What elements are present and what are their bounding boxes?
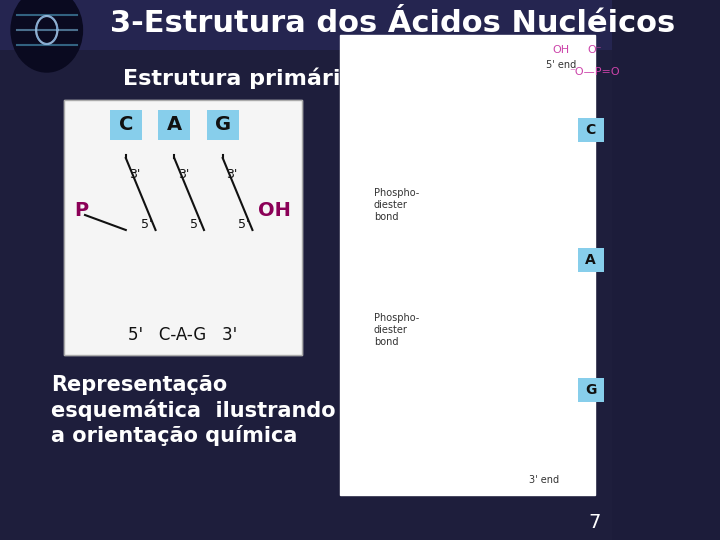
Text: 5': 5' — [189, 219, 201, 232]
Bar — [578, 248, 603, 272]
Text: 5' end: 5' end — [546, 60, 576, 70]
Text: 5': 5' — [220, 199, 231, 212]
Text: G: G — [204, 131, 220, 150]
Circle shape — [11, 0, 83, 72]
Text: 5': 5' — [141, 219, 153, 232]
Text: G: G — [585, 383, 596, 397]
Text: ⁻O—P=O: ⁻O—P=O — [570, 67, 621, 77]
Text: A: A — [585, 253, 596, 267]
Bar — [64, 100, 302, 355]
Text: 5'   C-A-G   3': 5' C-A-G 3' — [128, 326, 238, 344]
Text: Phospho-
diester
bond: Phospho- diester bond — [374, 188, 419, 221]
Bar — [64, 100, 302, 355]
Bar — [340, 35, 595, 495]
Bar — [578, 378, 603, 402]
Bar — [578, 118, 603, 142]
Text: Estrutura primária: Estrutura primária — [123, 68, 356, 89]
Text: O⁻: O⁻ — [588, 45, 603, 55]
Bar — [0, 270, 612, 540]
Text: 5': 5' — [126, 199, 138, 212]
Bar — [109, 110, 142, 140]
Bar — [207, 110, 239, 140]
Bar — [197, 126, 228, 154]
Text: 3': 3' — [178, 168, 189, 181]
Text: C: C — [112, 131, 126, 150]
Text: 3': 3' — [173, 172, 184, 185]
Text: G: G — [215, 116, 231, 134]
Text: C: C — [119, 116, 133, 134]
Text: 3': 3' — [226, 168, 238, 181]
Text: 3': 3' — [126, 172, 138, 185]
Text: Phospho-
diester
bond: Phospho- diester bond — [374, 313, 419, 347]
Text: C: C — [585, 123, 596, 137]
Text: 5': 5' — [173, 199, 184, 212]
Text: OH: OH — [552, 45, 570, 55]
Text: 5': 5' — [238, 219, 250, 232]
Text: 3' end: 3' end — [529, 475, 559, 485]
Text: esquemática  ilustrando: esquemática ilustrando — [51, 399, 336, 421]
Text: 3': 3' — [129, 168, 140, 181]
Text: 3-Estrutura dos Ácidos Nucléicos: 3-Estrutura dos Ácidos Nucléicos — [110, 10, 676, 38]
Bar — [150, 126, 181, 154]
Text: 7: 7 — [589, 512, 601, 531]
Text: 3': 3' — [220, 172, 230, 185]
Bar — [104, 126, 135, 154]
Bar — [158, 110, 190, 140]
Text: A: A — [158, 131, 174, 150]
Text: OH: OH — [258, 200, 292, 219]
Text: Representação: Representação — [51, 375, 228, 395]
Bar — [0, 0, 612, 270]
Text: a orientação química: a orientação química — [51, 424, 297, 445]
Text: P: P — [74, 200, 88, 219]
Bar — [0, 0, 612, 50]
Text: A: A — [167, 116, 182, 134]
